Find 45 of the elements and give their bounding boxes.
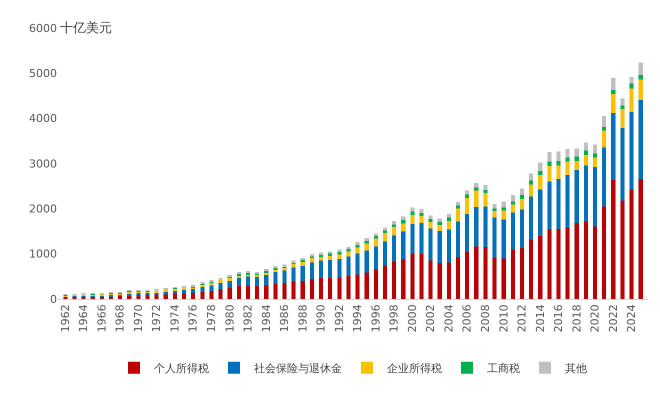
y-tick-label: 5000 (29, 67, 57, 80)
y-tick-label: 1000 (29, 248, 57, 261)
x-tick-label: 1986 (278, 304, 292, 332)
y-tick-label: 3000 (29, 157, 57, 170)
x-tick-label: 1980 (223, 304, 236, 332)
x-tick-label: 2018 (570, 304, 584, 332)
x-tick-label: 2004 (442, 304, 456, 332)
x-tick-label: 2010 (497, 304, 510, 332)
x-tick-label: 2024 (625, 304, 638, 332)
x-tick-label: 1992 (332, 304, 346, 332)
y-tick-label: 2000 (29, 202, 57, 216)
legend-label: 个人所得税 (154, 362, 209, 375)
x-tick-label: 1968 (114, 304, 127, 332)
x-tick-label: 2006 (460, 304, 474, 332)
x-tick-label: 2014 (534, 304, 547, 332)
x-tick-label: 1984 (260, 304, 273, 332)
x-tick-label: 1998 (388, 304, 401, 332)
x-tick-label: 2016 (552, 304, 566, 332)
x-tick-label: 1988 (296, 304, 310, 332)
x-tick-label: 2002 (424, 304, 438, 332)
y-axis-title: 十亿美元 (60, 20, 112, 36)
legend-label: 社会保险与退休金 (254, 362, 342, 375)
x-tick-label: 1974 (168, 304, 182, 332)
x-tick-label: 1996 (369, 304, 382, 332)
x-tick-label: 1962 (58, 304, 72, 332)
x-tick-label: 2012 (516, 304, 529, 332)
x-tick-label: 1976 (186, 304, 200, 332)
x-tick-label: 2022 (606, 304, 620, 332)
legend-label: 工商税 (487, 362, 520, 375)
x-tick-label: 1970 (132, 304, 145, 332)
x-tick-label: 2020 (588, 304, 602, 332)
x-tick-label: 1982 (242, 304, 255, 332)
y-tick-label: 6000 (29, 22, 57, 35)
x-tick-label: 2008 (479, 304, 492, 332)
x-tick-label: 1994 (351, 304, 364, 332)
legend-label: 其他 (565, 362, 587, 375)
x-tick-label: 1964 (77, 304, 90, 332)
y-tick-label: 0 (50, 292, 57, 306)
x-tick-label: 2000 (406, 304, 419, 332)
legend-label: 企业所得税 (387, 362, 442, 375)
y-tick-label: 4000 (29, 112, 57, 126)
x-tick-label: 1978 (205, 304, 218, 332)
x-tick-label: 1972 (150, 304, 164, 332)
x-tick-label: 1966 (95, 304, 108, 332)
x-tick-label: 1990 (314, 304, 328, 332)
